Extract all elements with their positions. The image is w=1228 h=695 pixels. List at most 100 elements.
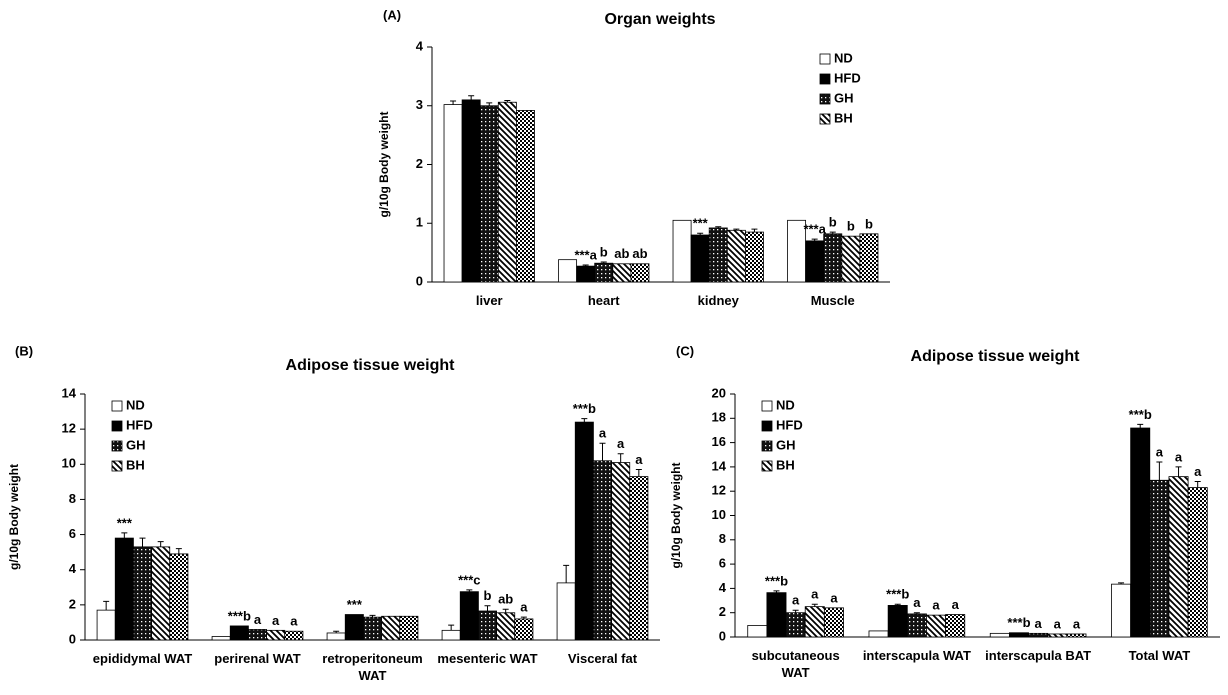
significance-label: ***b xyxy=(1129,407,1152,422)
legend-label: BH xyxy=(776,457,795,472)
error-bar xyxy=(811,603,818,607)
significance-label: ab xyxy=(632,246,647,261)
bar xyxy=(574,421,594,641)
y-tick-label: 0 xyxy=(719,628,726,643)
significance-label: b xyxy=(829,215,837,230)
bar xyxy=(926,614,947,638)
bar xyxy=(169,553,189,641)
legend-swatch xyxy=(819,93,831,105)
significance-label: a xyxy=(811,587,819,602)
significance-label: ***c xyxy=(458,572,480,587)
x-tick-label: Muscle xyxy=(810,293,855,308)
y-tick-label: 8 xyxy=(69,491,76,506)
significance-label: a xyxy=(913,595,921,610)
significance-label: a xyxy=(1156,444,1164,459)
panel-label: (C) xyxy=(676,343,694,358)
bar xyxy=(1047,633,1068,638)
significance-label: b xyxy=(600,244,608,259)
panel-label: (B) xyxy=(15,343,33,358)
bar xyxy=(558,259,578,283)
y-tick-label: 6 xyxy=(69,526,76,541)
legend-label: BH xyxy=(834,110,853,125)
bar xyxy=(945,614,966,638)
bar xyxy=(459,591,479,641)
bar xyxy=(229,625,249,641)
y-tick-label: 4 xyxy=(719,580,727,595)
x-tick-label: Visceral fat xyxy=(567,651,638,666)
chart-title: Adipose tissue weight xyxy=(911,348,1081,365)
legend-swatch xyxy=(819,53,831,65)
legend-swatch xyxy=(761,460,773,472)
y-tick-label: 2 xyxy=(719,604,726,619)
legend-swatch xyxy=(819,113,831,125)
y-axis-label: g/10g Body weight xyxy=(7,464,21,570)
bar xyxy=(629,476,649,641)
legend-swatch xyxy=(111,420,123,432)
significance-label: ab xyxy=(614,246,629,261)
legend-swatch xyxy=(111,400,123,412)
bar xyxy=(496,612,516,641)
bar xyxy=(785,612,806,638)
significance-label: a xyxy=(272,613,280,628)
x-tick-label: heart xyxy=(587,293,620,308)
x-tick-label: perirenal WAT xyxy=(214,651,301,666)
bar xyxy=(744,231,764,283)
error-bar xyxy=(333,630,340,633)
error-bar xyxy=(913,612,920,614)
bar xyxy=(1028,632,1049,638)
error-bar xyxy=(1137,423,1144,429)
bar xyxy=(859,233,879,283)
error-bar xyxy=(599,442,606,461)
significance-label: ***a xyxy=(803,222,826,237)
bar xyxy=(823,607,844,638)
legend-label: GH xyxy=(834,90,854,105)
error-bar xyxy=(635,469,642,477)
error-bar xyxy=(600,261,607,264)
error-bar xyxy=(450,100,457,105)
significance-label: a xyxy=(792,593,800,608)
significance-label: a xyxy=(1054,616,1062,631)
y-tick-label: 4 xyxy=(69,561,77,576)
error-bar xyxy=(139,537,146,547)
bar xyxy=(989,632,1010,638)
y-axis-label: g/10g Body weight xyxy=(377,111,391,217)
significance-label: a xyxy=(520,600,528,615)
significance-label: b xyxy=(847,219,855,234)
error-bar xyxy=(157,541,164,547)
error-bar xyxy=(1175,466,1182,477)
error-bar xyxy=(811,238,818,241)
significance-label: ab xyxy=(498,592,513,607)
legend-label: ND xyxy=(834,50,853,65)
chart-title: Adipose tissue weight xyxy=(286,357,456,374)
bar xyxy=(399,615,419,641)
error-bar xyxy=(1194,480,1201,488)
bar xyxy=(708,227,728,283)
bar xyxy=(478,610,497,641)
significance-label: a xyxy=(635,452,643,467)
legend-swatch xyxy=(761,400,773,412)
bar xyxy=(747,625,768,638)
bar xyxy=(211,636,231,641)
error-bar xyxy=(1118,582,1125,585)
significance-label: a xyxy=(952,597,960,612)
bar xyxy=(248,629,267,641)
legend-label: BH xyxy=(126,457,145,472)
x-tick-label: subcutaneous WAT xyxy=(751,648,840,680)
significance-label: a xyxy=(617,436,625,451)
error-bar xyxy=(581,418,588,423)
significance-label: a xyxy=(1035,616,1043,631)
error-bar xyxy=(829,231,836,234)
bar xyxy=(593,460,612,641)
significance-label: ***b xyxy=(1007,615,1030,630)
bar xyxy=(766,592,787,638)
error-bar xyxy=(486,102,493,106)
significance-label: a xyxy=(290,614,298,629)
error-bar xyxy=(617,453,624,463)
bar xyxy=(841,235,861,283)
significance-label: a xyxy=(1175,449,1183,464)
bar xyxy=(1008,632,1029,638)
significance-label: ***b xyxy=(765,573,788,588)
bar xyxy=(441,629,461,641)
y-tick-label: 12 xyxy=(712,483,726,498)
